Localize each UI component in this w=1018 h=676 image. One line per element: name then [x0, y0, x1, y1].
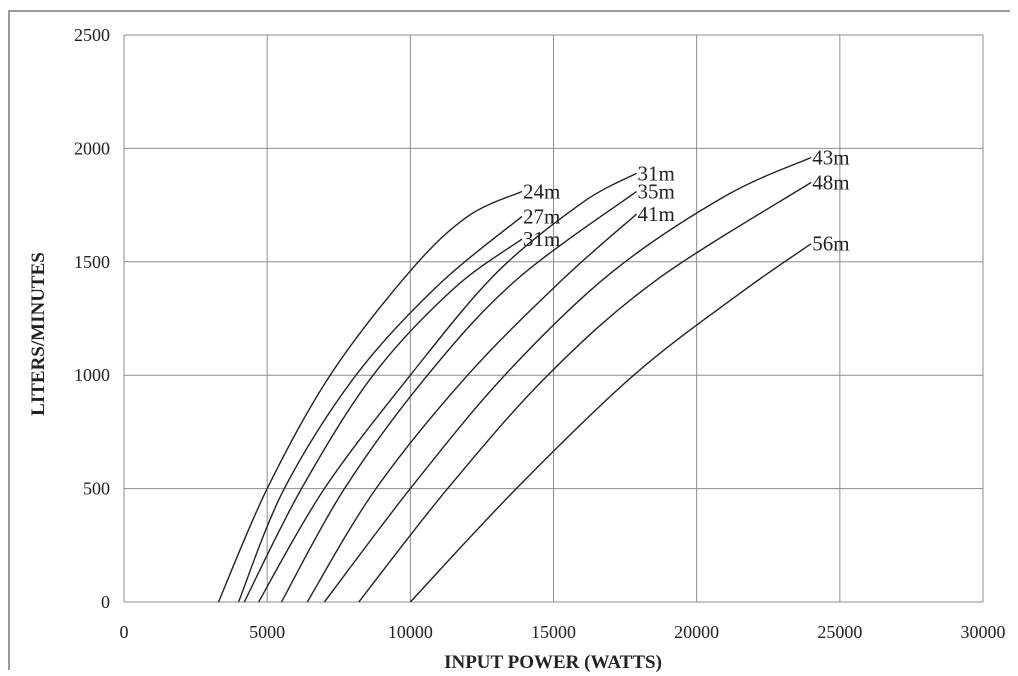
- y-tick-label: 2000: [74, 138, 110, 158]
- series-label: 27m: [523, 204, 560, 228]
- series-curve: [237, 215, 523, 603]
- series-curves: [217, 156, 812, 603]
- series-label: 41m: [638, 202, 675, 226]
- series-label: 48m: [812, 170, 849, 194]
- x-tick-label: 10000: [388, 622, 433, 642]
- x-tick-label: 25000: [817, 622, 862, 642]
- x-tick-label: 15000: [531, 622, 576, 642]
- y-tick-label: 2500: [74, 25, 110, 45]
- x-tick-label: 20000: [674, 622, 719, 642]
- y-tick-label: 500: [83, 479, 110, 499]
- y-tick-label: 1500: [74, 252, 110, 272]
- series-curve: [409, 243, 812, 603]
- series-curve: [217, 190, 523, 603]
- series-curve: [306, 213, 637, 603]
- series-label: 24m: [523, 179, 560, 203]
- gridlines: [123, 34, 984, 603]
- series-curve: [280, 190, 637, 603]
- y-tick-label: 1000: [74, 365, 110, 385]
- y-axis-title: LITERS/MINUTES: [28, 252, 49, 416]
- series-label: 31m: [638, 161, 675, 185]
- series-curve: [358, 181, 812, 603]
- chart-frame: [8, 10, 1010, 670]
- x-tick-label: 0: [120, 622, 129, 642]
- series-label: 56m: [812, 232, 849, 256]
- series-curve: [243, 238, 523, 603]
- x-axis-title: INPUT POWER (WATTS): [444, 652, 662, 673]
- series-label: 35m: [638, 179, 675, 203]
- series-label: 31m: [523, 227, 560, 251]
- x-tick-label: 30000: [961, 622, 1006, 642]
- tick-labels: 0 5000 10000 15000 20000 25000 30000 0 500 1000 15…: [74, 25, 1006, 642]
- series-label: 43m: [812, 145, 849, 169]
- series-curve: [257, 172, 637, 603]
- series-curve: [323, 156, 812, 603]
- y-tick-label: 0: [101, 592, 110, 612]
- x-tick-label: 5000: [249, 622, 285, 642]
